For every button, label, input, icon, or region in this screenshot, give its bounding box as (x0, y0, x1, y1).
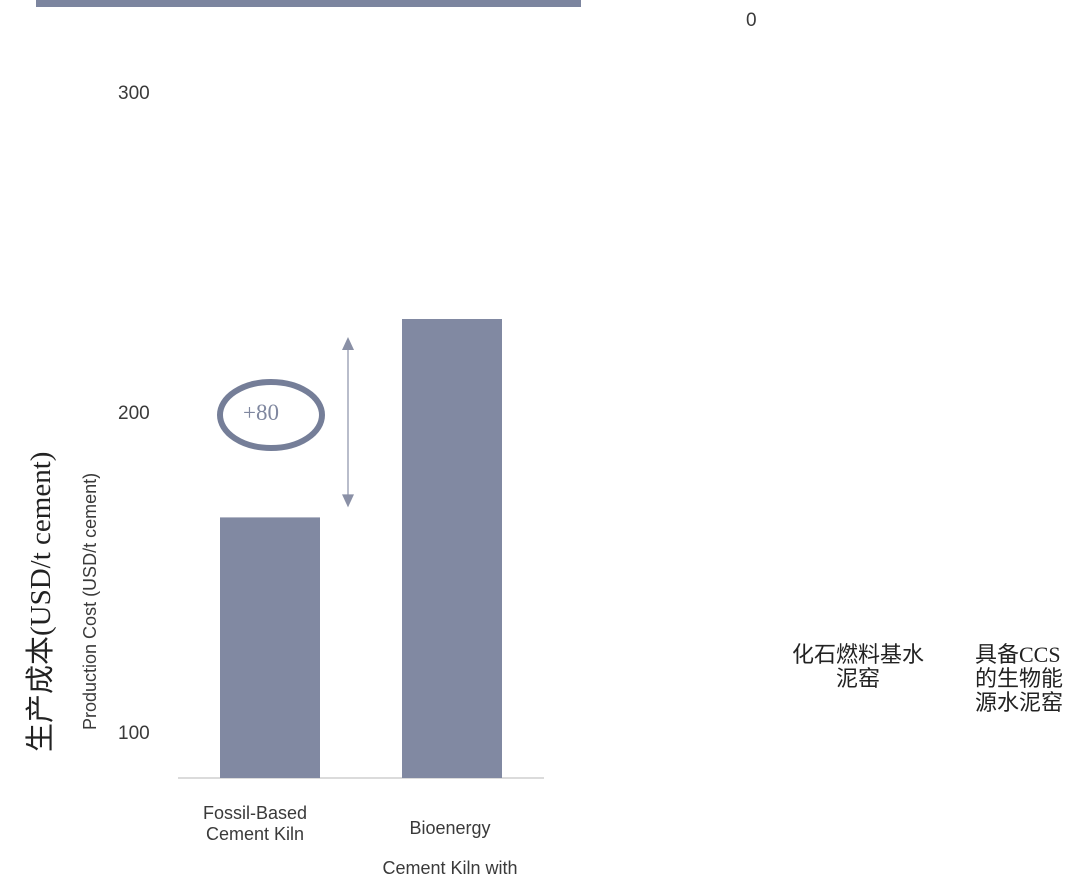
category-label-cement-kiln-with: Cement Kiln with (382, 858, 518, 878)
category-label-fossil: Fossil-Based Cement Kiln (190, 803, 320, 845)
y-axis-title: Production Cost (USD/t cement) (80, 472, 100, 730)
bar (220, 517, 320, 778)
y-tick-label: 100 (118, 723, 150, 744)
arrow-head-up (342, 337, 354, 350)
category-label-line: Cement Kiln (205, 824, 305, 844)
chinese-label-bioenergy: 具备CCS的生物能源水泥窑 (975, 642, 1064, 715)
top-band (36, 0, 581, 7)
annotation-label: +80 (243, 400, 279, 425)
y-tick-label: 300 (118, 83, 150, 104)
y-tick-label: 200 (118, 403, 150, 424)
difference-arrow (342, 337, 354, 508)
category-label-line: Fossil-Based (202, 803, 308, 823)
y-tick-label-zero: 0 (746, 10, 757, 31)
category-label-bioenergy: Bioenergy (409, 818, 491, 838)
arrow-head-down (342, 494, 354, 508)
y-axis-title-chinese: 生产成本(USD/t cement) (25, 451, 57, 752)
bar (402, 319, 502, 778)
annotation-ellipse (217, 379, 325, 451)
chinese-label-fossil: 化石燃料基水泥窑 (791, 642, 924, 691)
